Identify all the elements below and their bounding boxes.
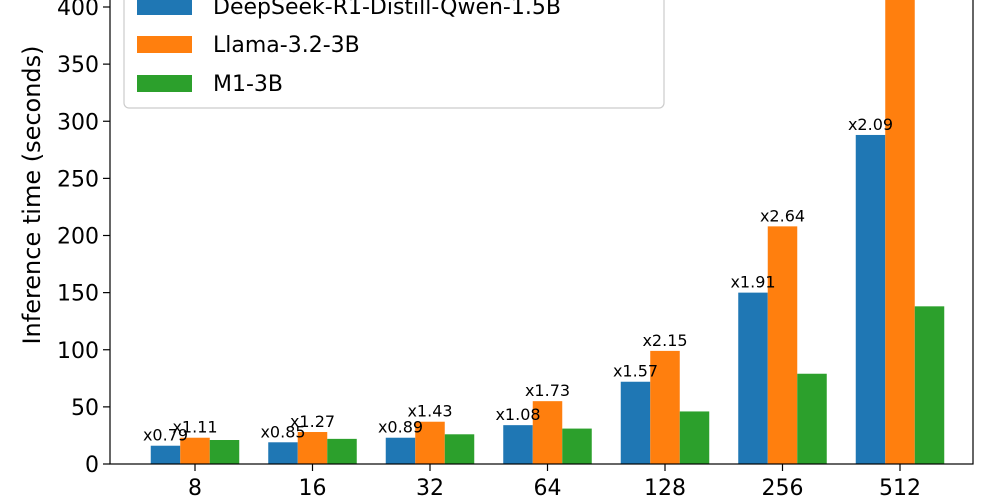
legend-box bbox=[123, 0, 665, 109]
bar-data-label: x1.11 bbox=[172, 418, 217, 437]
legend-swatch bbox=[137, 0, 192, 15]
bar-deepseek-r1-distill-qwen-1-5b-64 bbox=[503, 425, 533, 464]
bar-data-label: x1.73 bbox=[525, 381, 570, 400]
x-tick-label: 16 bbox=[299, 476, 327, 500]
bar-m1-3b-32 bbox=[444, 434, 475, 464]
bar-deepseek-r1-distill-qwen-1-5b-128 bbox=[620, 381, 651, 464]
bar-deepseek-r1-distill-qwen-1-5b-512 bbox=[855, 134, 886, 464]
y-axis-label: Inference time (seconds) bbox=[18, 45, 46, 344]
x-tick-label: 256 bbox=[762, 476, 804, 500]
x-tick-label: 128 bbox=[644, 476, 686, 500]
x-tick-label: 8 bbox=[188, 476, 202, 500]
bar-data-label: x0.89 bbox=[378, 418, 423, 437]
y-tick-label: 200 bbox=[57, 225, 99, 250]
bar-llama-3-2-3b-32 bbox=[415, 421, 445, 464]
bar-data-label: x1.27 bbox=[290, 412, 335, 431]
bar-m1-3b-512 bbox=[914, 306, 945, 464]
y-axis: 0 50 100 150 200 250 300 350 400 bbox=[57, 0, 110, 478]
bar-data-label: x0.85 bbox=[260, 422, 305, 441]
legend-entry-label: Llama-3.2-3B bbox=[213, 33, 360, 58]
legend-swatch bbox=[137, 36, 192, 53]
y-tick-label: 0 bbox=[85, 453, 99, 478]
bar-data-label: x1.08 bbox=[495, 405, 540, 424]
x-tick-label: 32 bbox=[416, 476, 444, 500]
bar-llama-3-2-3b-8 bbox=[180, 437, 210, 464]
plot-frame bbox=[109, 0, 974, 465]
bar-deepseek-r1-distill-qwen-1-5b-256 bbox=[738, 292, 768, 464]
bar-m1-3b-8 bbox=[209, 440, 240, 464]
x-axis: 8 16 32 64 128 256 512 bbox=[188, 464, 921, 500]
bar-labels-layer: x0.79 x0.85 x0.89 x1.08 x1.57 x1.91 x2.09 x1.11… bbox=[143, 115, 893, 445]
bar-data-label: x2.09 bbox=[848, 115, 893, 134]
bar-data-label: x2.15 bbox=[642, 331, 687, 350]
bar-m1-3b-256 bbox=[797, 373, 827, 464]
y-tick-label: 50 bbox=[71, 396, 99, 421]
legend-entry-label: DeepSeek-R1-Distill-Qwen-1.5B bbox=[213, 0, 561, 20]
bar-llama-3-2-3b-64 bbox=[532, 401, 563, 464]
bar-m1-3b-128 bbox=[679, 411, 710, 464]
bar-data-label: x1.43 bbox=[407, 402, 452, 421]
bar-llama-3-2-3b-512 bbox=[885, 0, 915, 464]
bar-m1-3b-64 bbox=[562, 428, 592, 464]
x-tick-label: 64 bbox=[534, 476, 562, 500]
bar-data-label: x1.57 bbox=[613, 362, 658, 381]
y-tick-label: 100 bbox=[57, 339, 99, 364]
bar-data-label: x2.64 bbox=[760, 206, 805, 225]
bar-llama-3-2-3b-128 bbox=[650, 350, 680, 464]
bars-layer bbox=[150, 0, 945, 464]
bar-llama-3-2-3b-16 bbox=[297, 432, 328, 464]
y-tick-label: 150 bbox=[57, 282, 99, 307]
bar-data-label: x0.79 bbox=[143, 426, 188, 445]
legend: DeepSeek-R1-Distill-Qwen-1.5B Llama-3.2-3… bbox=[123, 0, 665, 109]
y-tick-label: 300 bbox=[57, 110, 99, 135]
bar-deepseek-r1-distill-qwen-1-5b-8 bbox=[150, 445, 181, 464]
y-tick-label: 250 bbox=[57, 167, 99, 192]
bar-data-label: x1.91 bbox=[730, 273, 775, 292]
bar-deepseek-r1-distill-qwen-1-5b-16 bbox=[268, 442, 298, 464]
bar-deepseek-r1-distill-qwen-1-5b-32 bbox=[385, 437, 416, 464]
x-tick-label: 512 bbox=[879, 476, 921, 500]
legend-entry-label: M1-3B bbox=[213, 72, 283, 97]
bar-llama-3-2-3b-256 bbox=[767, 226, 798, 464]
bar-m1-3b-16 bbox=[327, 438, 357, 464]
y-tick-label: 350 bbox=[57, 53, 99, 78]
legend-swatch bbox=[137, 75, 192, 92]
y-tick-label: 400 bbox=[57, 0, 99, 21]
